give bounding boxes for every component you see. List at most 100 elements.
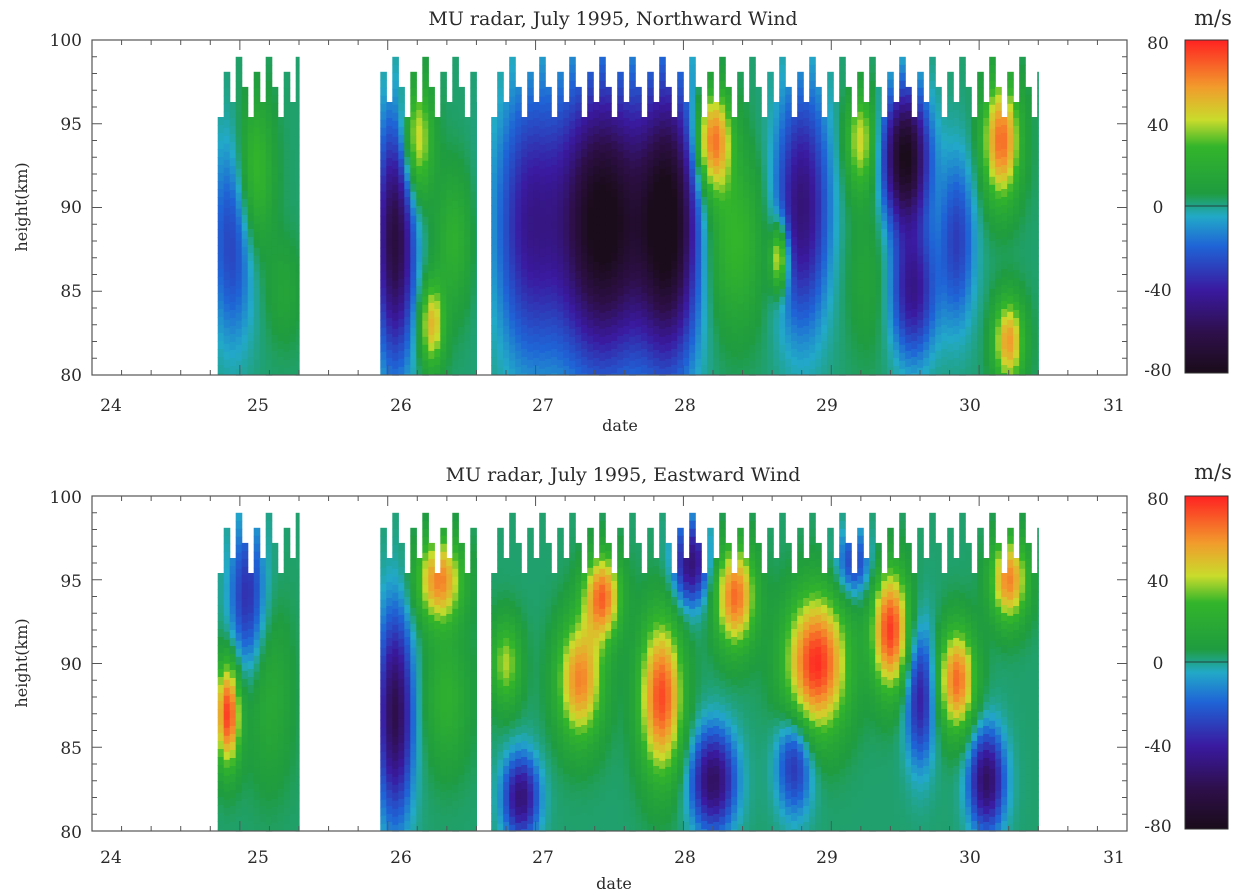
heatmap-cell: [617, 199, 624, 209]
heatmap-cell: [410, 159, 417, 169]
heatmap-cell: [833, 270, 840, 279]
heatmap-cell: [271, 214, 279, 224]
heatmap-cell: [689, 184, 696, 194]
heatmap-cell: [917, 231, 924, 241]
heatmap-cell: [434, 173, 441, 182]
heatmap-cell: [410, 87, 417, 97]
heatmap-cell: [422, 328, 429, 338]
heatmap-cell: [599, 136, 606, 146]
heatmap-cell: [839, 128, 846, 138]
heatmap-cell: [647, 95, 654, 105]
heatmap-cell: [247, 653, 255, 662]
heatmap-cell: [935, 366, 942, 376]
heatmap-cell: [869, 344, 876, 354]
heatmap-cell: [719, 120, 726, 130]
heatmap-cell: [911, 181, 918, 190]
heatmap-cell: [923, 134, 930, 143]
heatmap-cell: [869, 288, 876, 298]
heatmap-cell: [235, 648, 243, 658]
heatmap-cell: [509, 344, 516, 354]
heatmap-cell: [995, 230, 1002, 240]
heatmap-cell: [659, 88, 666, 98]
heatmap-cell: [386, 342, 393, 351]
heatmap-cell: [464, 309, 471, 318]
heatmap-cell: [241, 558, 249, 568]
heatmap-cell: [725, 318, 732, 328]
heatmap-cell: [416, 150, 423, 159]
heatmap-cell: [911, 173, 918, 182]
heatmap-cell: [235, 568, 243, 578]
heatmap-cell: [259, 270, 267, 279]
heatmap-cell: [587, 71, 594, 81]
heatmap-cell: [683, 310, 690, 319]
heatmap-cell: [217, 781, 225, 790]
heatmap-cell: [905, 110, 912, 120]
heatmap-cell: [881, 309, 888, 318]
heatmap-cell: [677, 175, 684, 185]
heatmap-cell: [446, 254, 453, 263]
heatmap-cell: [941, 221, 948, 230]
heatmap-cell: [617, 167, 624, 177]
heatmap-cell: [229, 230, 237, 239]
heatmap-cell: [533, 278, 540, 287]
heatmap-cell: [941, 125, 948, 134]
heatmap-cell: [241, 694, 249, 704]
heatmap-cell: [737, 351, 744, 361]
heatmap-cell: [941, 341, 948, 350]
heatmap-cell: [713, 190, 720, 199]
heatmap-cell: [440, 319, 447, 329]
heatmap-cell: [701, 181, 708, 190]
heatmap-cell: [283, 231, 291, 241]
heatmap-cell: [295, 272, 300, 282]
heatmap-cell: [521, 245, 528, 254]
heatmap-cell: [863, 358, 870, 367]
heatmap-cell: [458, 326, 465, 336]
heatmap-cell: [929, 296, 936, 306]
heatmap-cell: [289, 142, 297, 151]
heatmap-cell: [863, 342, 870, 351]
heatmap-cell: [271, 94, 279, 104]
heatmap-cell: [719, 96, 726, 106]
heatmap-cell: [941, 245, 948, 254]
heatmap-cell: [1031, 205, 1038, 214]
heatmap-cell: [857, 111, 864, 121]
heatmap-cell: [803, 278, 810, 287]
heatmap-cell: [887, 119, 894, 129]
heatmap-cell: [398, 118, 405, 128]
heatmap-cell: [599, 64, 606, 74]
heatmap-cell: [229, 294, 237, 303]
heatmap-cell: [404, 173, 411, 182]
heatmap-cell: [271, 622, 279, 632]
heatmap-cell: [755, 166, 762, 176]
heatmap-cell: [575, 270, 582, 280]
heatmap-cell: [398, 254, 405, 264]
heatmap-cell: [521, 261, 528, 270]
heatmap-cell: [587, 263, 594, 273]
heatmap-cell: [611, 205, 618, 214]
heatmap-cell: [521, 357, 528, 366]
heatmap-cell: [410, 175, 417, 185]
heatmap-cell: [259, 254, 267, 263]
heatmap-cell: [563, 158, 570, 167]
heatmap-cell: [497, 255, 504, 265]
heatmap-cell: [253, 703, 261, 713]
heatmap-cell: [241, 110, 249, 120]
heatmap-cell: [241, 678, 249, 688]
heatmap-cell: [623, 358, 630, 367]
heatmap-cell: [410, 191, 417, 201]
heatmap-cell: [689, 168, 696, 178]
heatmap-cell: [295, 80, 300, 90]
heatmap-cell: [863, 246, 870, 255]
heatmap-cell: [587, 271, 594, 281]
heatmap-cell: [253, 631, 261, 641]
heatmap-cell: [1025, 334, 1032, 344]
heatmap-cell: [241, 294, 249, 304]
heatmap-cell: [1001, 213, 1008, 222]
heatmap-cell: [647, 71, 654, 81]
heatmap-cell: [509, 320, 516, 330]
heatmap-cell: [845, 254, 852, 264]
heatmap-cell: [223, 567, 231, 577]
heatmap-cell: [404, 189, 411, 198]
heatmap-cell: [827, 263, 834, 273]
heatmap-cell: [983, 150, 990, 159]
